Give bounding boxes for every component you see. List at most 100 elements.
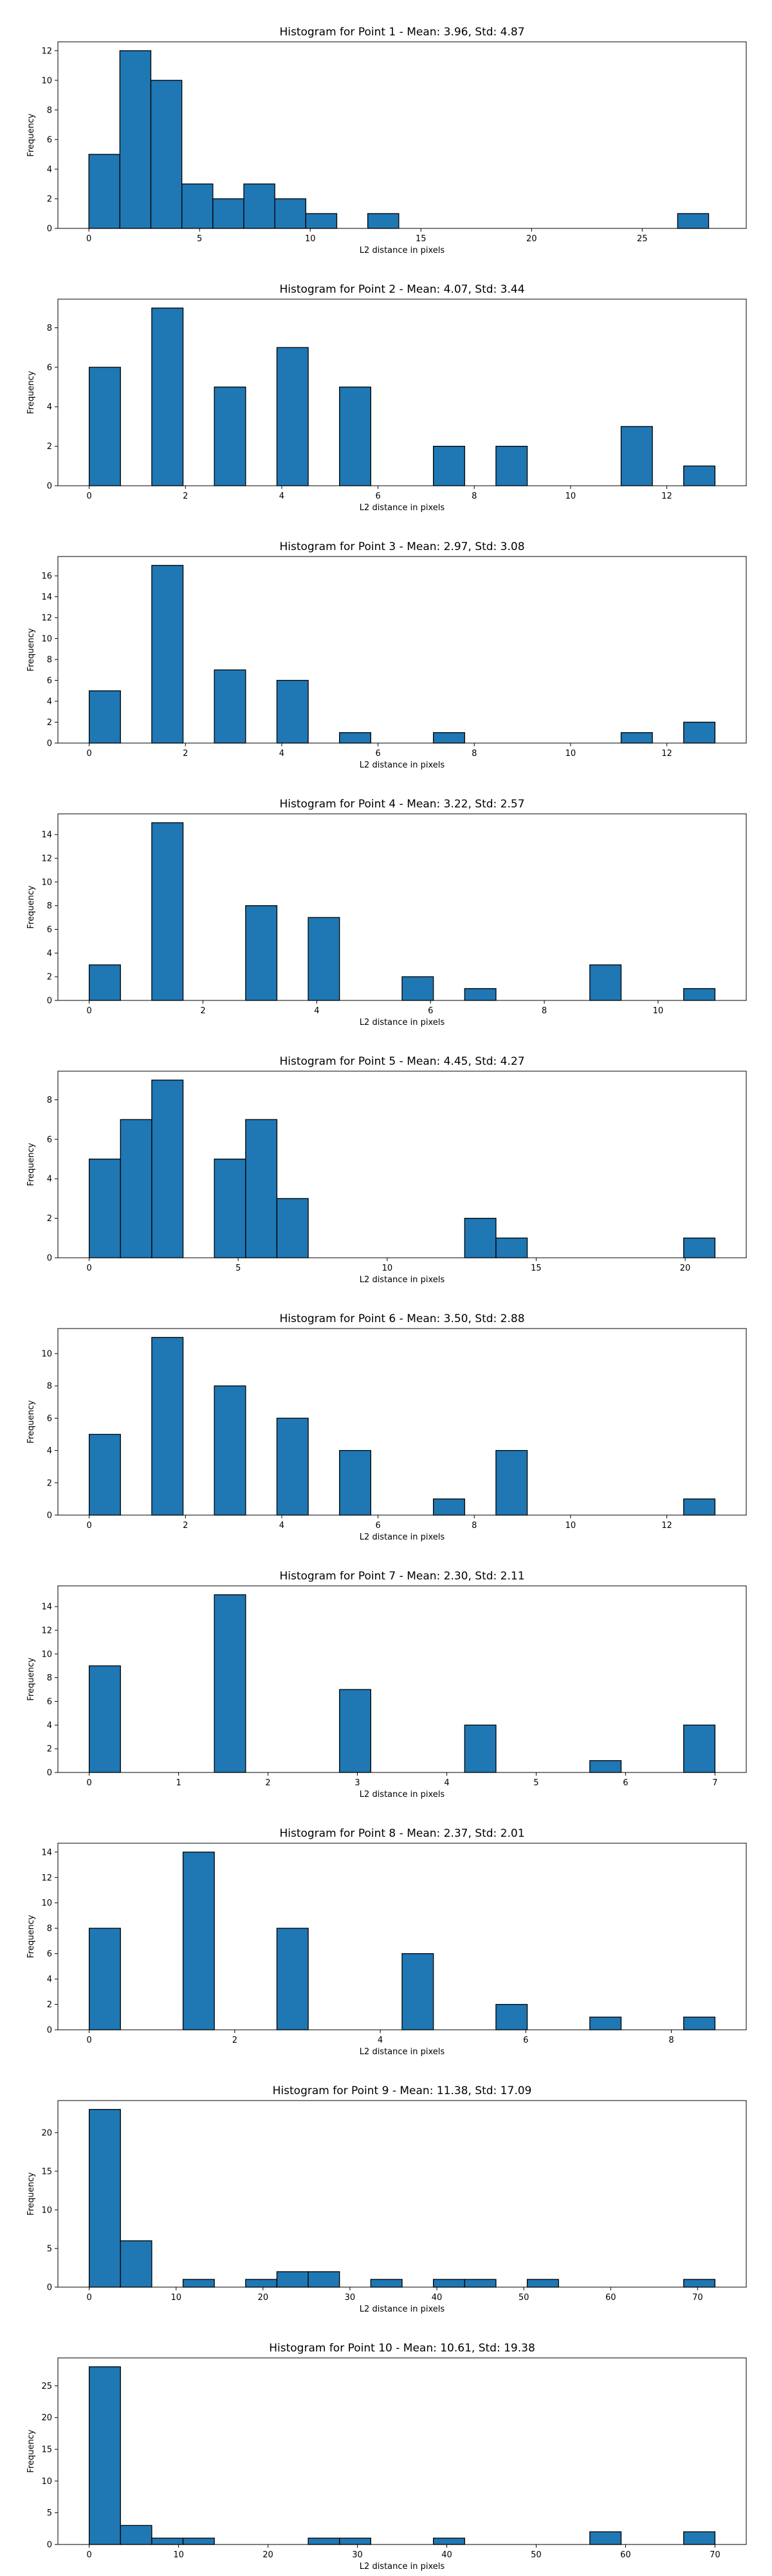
x-tick-label: 4	[444, 1778, 449, 1788]
y-tick-label: 6	[47, 1414, 52, 1424]
x-tick-label: 6	[523, 2036, 528, 2045]
chart-title: Histogram for Point 5 - Mean: 4.45, Std:…	[279, 1055, 524, 1068]
y-tick-label: 2	[47, 1745, 52, 1754]
histogram-panel-10: Histogram for Point 10 - Mean: 10.61, St…	[0, 2316, 772, 2573]
y-tick-label: 8	[47, 1673, 52, 1683]
histogram-bar	[245, 2279, 278, 2288]
y-tick-label: 15	[41, 2445, 52, 2455]
x-tick-label: 15	[416, 234, 427, 244]
x-tick-label: 0	[86, 2550, 91, 2560]
histogram-chart-8: Histogram for Point 8 - Mean: 2.37, Std:…	[26, 1827, 747, 2057]
y-tick-label: 0	[47, 1769, 52, 1778]
histogram-bar	[683, 988, 716, 1001]
y-axis-label: Frequency	[26, 1143, 36, 1186]
x-axis-label: L2 distance in pixels	[360, 1018, 445, 1027]
histogram-bar	[464, 1217, 497, 1258]
histogram-bar	[276, 679, 309, 744]
x-axis-label: L2 distance in pixels	[360, 503, 445, 513]
y-axis-label: Frequency	[26, 1400, 36, 1443]
histogram-bar	[339, 1689, 372, 1773]
histogram-bar	[432, 2279, 465, 2288]
x-tick-label: 25	[637, 234, 648, 244]
axes-frame	[57, 2100, 747, 2288]
histogram-chart-7: Histogram for Point 7 - Mean: 2.30, Std:…	[26, 1570, 747, 1799]
y-tick-label: 0	[47, 2026, 52, 2036]
x-tick-label: 0	[86, 1264, 91, 1273]
chart-title: Histogram for Point 1 - Mean: 3.96, Std:…	[279, 26, 524, 39]
x-tick-label: 4	[378, 2036, 383, 2045]
histogram-bar	[214, 669, 246, 744]
x-tick-label: 40	[441, 2550, 452, 2560]
y-tick-label: 20	[41, 2413, 52, 2423]
histogram-bar	[308, 2537, 340, 2545]
histogram-bar	[182, 1852, 215, 2030]
x-tick-label: 0	[86, 1521, 91, 1531]
histogram-chart-2: Histogram for Point 2 - Mean: 4.07, Std:…	[26, 283, 747, 513]
chart-title: Histogram for Point 6 - Mean: 3.50, Std:…	[279, 1312, 524, 1325]
axes-frame	[57, 1843, 747, 2030]
y-tick-label: 0	[47, 225, 52, 234]
histogram-bar	[589, 964, 622, 1001]
histogram-bar	[276, 1198, 309, 1258]
x-tick-label: 4	[279, 1521, 284, 1531]
histogram-bar	[88, 1927, 121, 2030]
y-tick-label: 14	[41, 1848, 52, 1857]
histogram-chart-5: Histogram for Point 5 - Mean: 4.45, Std:…	[26, 1055, 747, 1285]
y-tick-label: 0	[47, 1511, 52, 1521]
histogram-bar	[120, 1119, 152, 1258]
y-tick-label: 14	[41, 1603, 52, 1612]
y-tick-label: 4	[47, 1975, 52, 1985]
x-tick-label: 50	[531, 2550, 542, 2560]
histogram-bar	[432, 2537, 465, 2545]
histogram-panel-2: Histogram for Point 2 - Mean: 4.07, Std:…	[0, 257, 772, 515]
x-tick-label: 10	[170, 2293, 181, 2303]
x-tick-label: 2	[183, 492, 188, 501]
y-tick-label: 10	[41, 1899, 52, 1908]
histogram-bar	[495, 445, 528, 486]
y-tick-label: 4	[47, 949, 52, 959]
x-tick-label: 8	[668, 2036, 674, 2045]
histogram-bar	[339, 2537, 372, 2545]
x-tick-label: 0	[86, 234, 91, 244]
x-tick-label: 10	[653, 1006, 664, 1016]
y-tick-label: 8	[47, 106, 52, 115]
x-tick-label: 15	[531, 1264, 542, 1273]
axes-frame	[57, 2357, 747, 2545]
histogram-bar	[683, 1237, 716, 1258]
y-tick-label: 12	[41, 46, 52, 56]
histogram-bar	[182, 2537, 215, 2545]
x-tick-label: 10	[382, 1264, 393, 1273]
histogram-chart-6: Histogram for Point 6 - Mean: 3.50, Std:…	[26, 1312, 747, 1542]
histogram-panel-4: Histogram for Point 4 - Mean: 3.22, Std:…	[0, 772, 772, 1029]
histogram-bar	[151, 1337, 184, 1516]
x-axis-label: L2 distance in pixels	[360, 2047, 445, 2057]
histogram-bar	[151, 565, 184, 744]
x-tick-label: 0	[86, 1778, 91, 1788]
x-axis-label: L2 distance in pixels	[360, 2305, 445, 2314]
axes-frame	[57, 1328, 747, 1516]
histogram-bar	[308, 2271, 340, 2288]
y-tick-label: 8	[47, 1924, 52, 1934]
histogram-bar	[151, 308, 184, 486]
histogram-panel-6: Histogram for Point 6 - Mean: 3.50, Std:…	[0, 1287, 772, 1544]
y-tick-label: 10	[41, 76, 52, 86]
histogram-bar	[214, 386, 246, 486]
histogram-bar	[683, 721, 716, 744]
histogram-bar	[88, 690, 121, 744]
histogram-chart-10: Histogram for Point 10 - Mean: 10.61, St…	[26, 2342, 747, 2571]
histogram-panel-7: Histogram for Point 7 - Mean: 2.30, Std:…	[0, 1544, 772, 1801]
x-tick-label: 20	[262, 2550, 273, 2560]
x-tick-label: 60	[605, 2293, 616, 2303]
histogram-bar	[526, 2279, 559, 2288]
y-tick-label: 15	[41, 2167, 52, 2176]
histogram-bar	[88, 154, 120, 229]
y-tick-label: 10	[41, 878, 52, 887]
y-tick-label: 4	[47, 403, 52, 412]
histogram-bar	[88, 1665, 121, 1773]
histogram-bar	[151, 2537, 184, 2545]
histogram-chart-4: Histogram for Point 4 - Mean: 3.22, Std:…	[26, 798, 747, 1027]
y-tick-label: 4	[47, 1446, 52, 1456]
x-tick-label: 6	[375, 492, 380, 501]
histogram-bar	[464, 2279, 497, 2288]
histogram-bar	[401, 1953, 434, 2030]
